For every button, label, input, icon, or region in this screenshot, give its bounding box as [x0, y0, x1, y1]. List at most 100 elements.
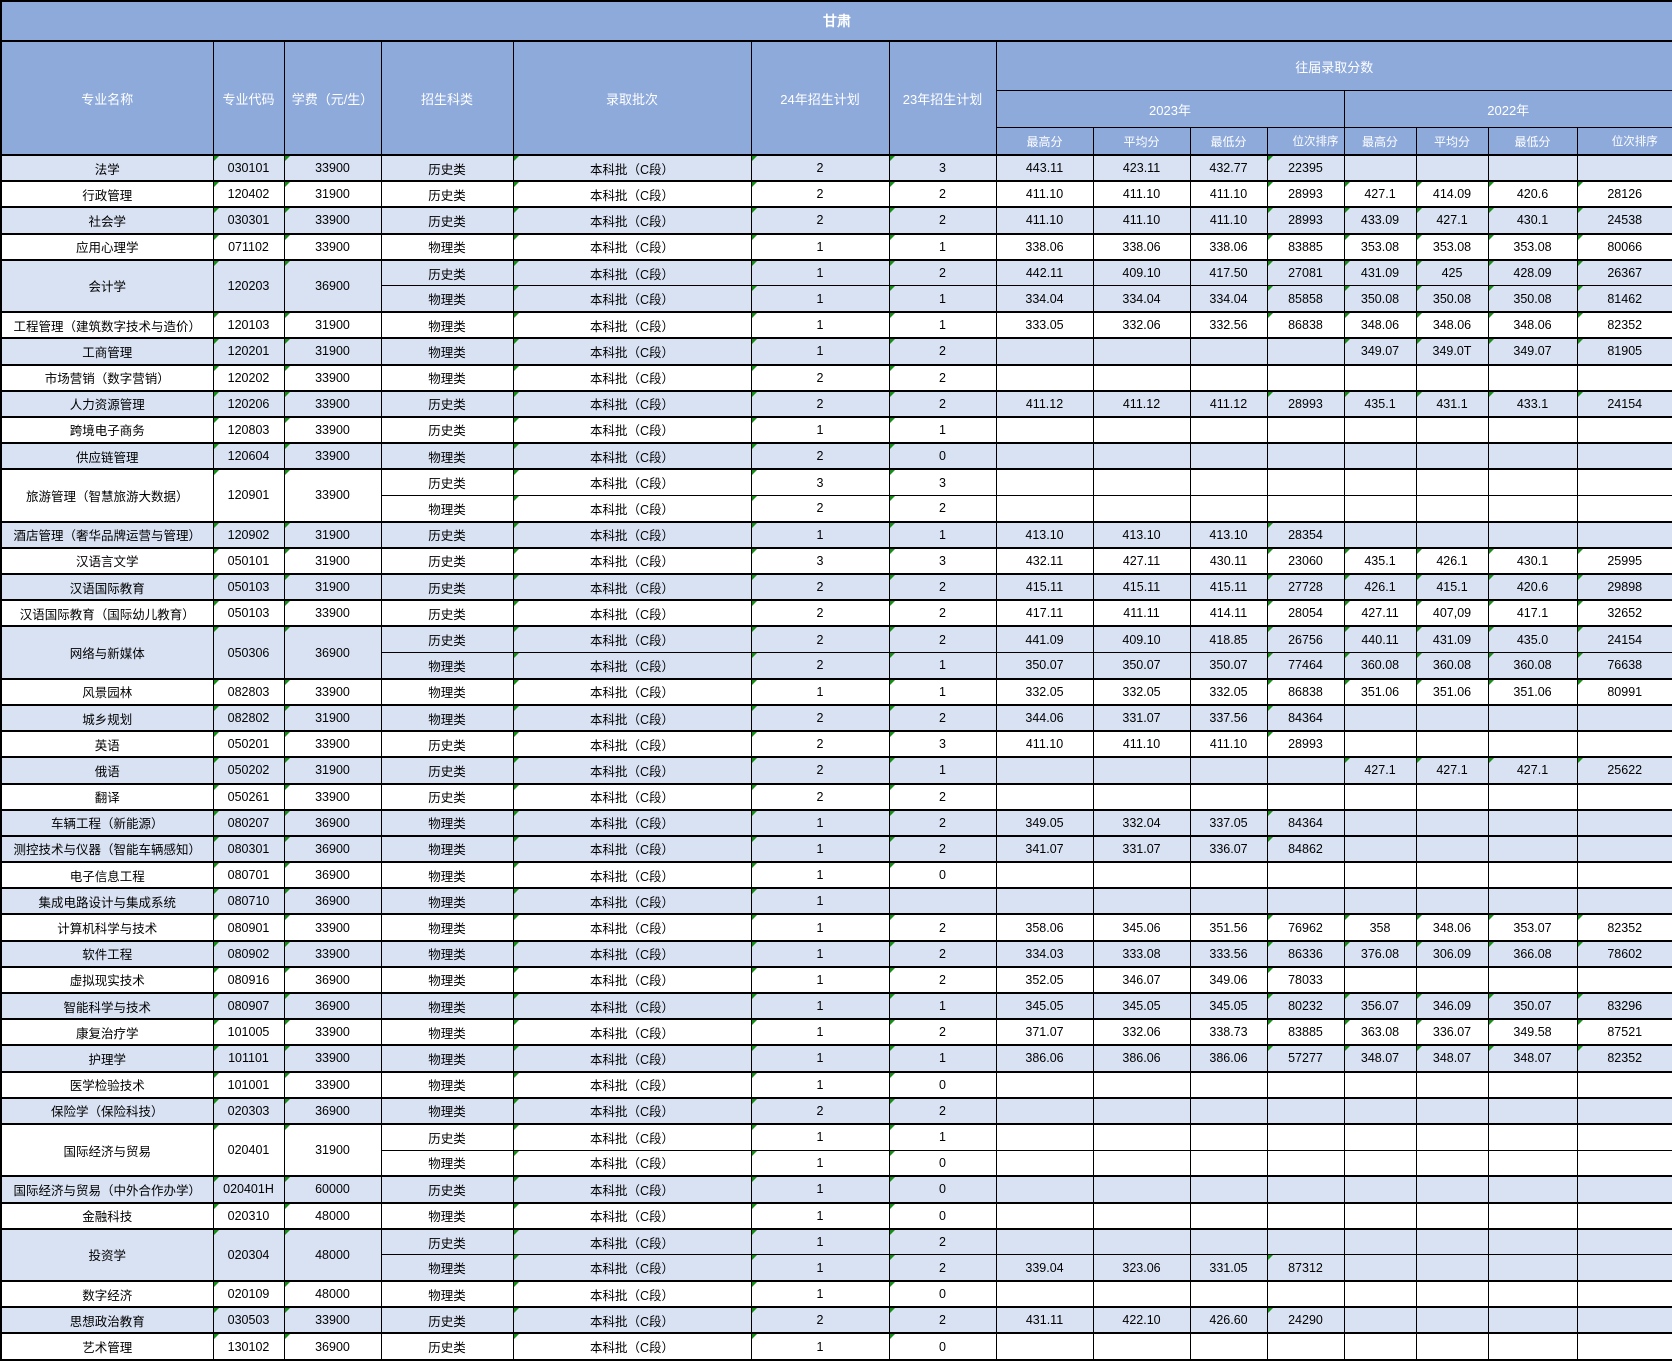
cell-2023-max: 411.10: [995, 730, 1094, 758]
cell-2022-min: 353.07: [1487, 913, 1578, 942]
cell-major-name: 虚拟现实技术: [0, 965, 214, 994]
cell-category: 物理类: [380, 1096, 514, 1125]
cell-batch: 本科批（C段）: [512, 258, 752, 287]
cell-category: 物理类: [380, 808, 514, 837]
cell-2023-min: 411.10: [1189, 730, 1268, 758]
cell-major-name: 医学检验技术: [0, 1070, 214, 1099]
cell-2022-max: 349.07: [1343, 337, 1417, 366]
cell-batch: 本科批（C段）: [512, 1201, 752, 1230]
cell-2023-avg: 334.04: [1092, 285, 1191, 313]
cell-plan-23: 2: [888, 206, 997, 235]
cell-category: 历史类: [380, 1227, 514, 1256]
cell-plan-24: 2: [750, 782, 890, 811]
cell-2023-min: 414.11: [1189, 599, 1268, 627]
cell-2022-rank: [1576, 1254, 1672, 1282]
cell-2022-rank: [1576, 520, 1672, 549]
cell-tuition: 31900: [283, 520, 382, 549]
cell-2023-min: 336.07: [1189, 834, 1268, 863]
cell-category: 物理类: [380, 991, 514, 1020]
cell-2022-min: 417.1: [1487, 599, 1578, 627]
cell-2022-avg: 348.06: [1415, 913, 1489, 942]
cell-2022-min: [1487, 1227, 1578, 1256]
cell-plan-23: 2: [888, 572, 997, 601]
cell-major-code: 080710: [212, 887, 285, 915]
cell-major-code: 082803: [212, 677, 285, 706]
cell-major-code: 120803: [212, 415, 285, 444]
cell-major-name: 金融科技: [0, 1201, 214, 1230]
cell-2023-max: [995, 1227, 1094, 1256]
cell-2022-rank: 83296: [1576, 991, 1672, 1020]
cell-2022-rank: 24538: [1576, 206, 1672, 235]
cell-category: 物理类: [380, 1070, 514, 1099]
cell-category: 物理类: [380, 703, 514, 732]
cell-2023-rank: 28054: [1266, 599, 1345, 627]
cell-plan-24: 2: [750, 756, 890, 785]
header-row-3: 最高分 平均分 最低分 位次排序 最高分 平均分 最低分 位次排序: [1, 127, 1672, 156]
cell-2022-avg: [1415, 1280, 1489, 1308]
cell-plan-23: 3: [888, 546, 997, 575]
cell-2023-min: 337.56: [1189, 703, 1268, 732]
cell-2022-avg: 306.09: [1415, 939, 1489, 968]
cell-2022-max: [1343, 730, 1417, 758]
cell-category: 历史类: [380, 1175, 514, 1204]
cell-2023-rank: [1266, 415, 1345, 444]
cell-2023-rank: 76962: [1266, 913, 1345, 942]
cell-2023-rank: 78033: [1266, 965, 1345, 994]
cell-plan-23: 0: [888, 1332, 997, 1361]
cell-2023-min: [1189, 756, 1268, 785]
cell-2022-avg: [1415, 782, 1489, 811]
cell-batch: 本科批（C段）: [512, 1254, 752, 1282]
cell-plan-23: 1: [888, 677, 997, 706]
cell-2023-max: 345.05: [995, 991, 1094, 1020]
cell-2023-min: 386.06: [1189, 1044, 1268, 1073]
cell-tuition: 31900: [283, 1122, 382, 1177]
table-row: 汉语国际教育（国际幼儿教育） 050103 33900 历史类 本科批（C段） 2 2 417…: [0, 599, 1672, 627]
cell-2023-avg: 386.06: [1092, 1044, 1191, 1073]
cell-2023-rank: 24290: [1266, 1306, 1345, 1334]
cell-2022-avg: [1415, 1227, 1489, 1256]
table-row: 英语 050201 33900 历史类 本科批（C段） 2 3 411.10 411.10 411…: [0, 730, 1672, 758]
cell-2022-min: 433.1: [1487, 389, 1578, 418]
cell-tuition: 36900: [283, 887, 382, 915]
cell-plan-23: 1: [888, 520, 997, 549]
cell-2023-rank: [1266, 756, 1345, 785]
cell-2022-max: 435.1: [1343, 546, 1417, 575]
cell-tuition: 31900: [283, 546, 382, 575]
cell-2023-min: 338.73: [1189, 1018, 1268, 1046]
cell-batch: 本科批（C段）: [512, 782, 752, 811]
cell-2022-max: [1343, 1122, 1417, 1151]
cell-plan-23: 1: [888, 311, 997, 339]
cell-2022-avg: [1415, 520, 1489, 549]
cell-major-name: 工程管理（建筑数字技术与造价）: [0, 311, 214, 339]
cell-2023-min: [1189, 1149, 1268, 1177]
cell-2023-min: 334.04: [1189, 285, 1268, 313]
table-row: 物理类 本科批（C段） 2 2: [1, 494, 1672, 523]
cell-2023-min: [1189, 442, 1268, 470]
cell-2022-max: [1343, 1070, 1417, 1099]
cell-2022-avg: [1415, 730, 1489, 758]
cell-2023-rank: 84364: [1266, 703, 1345, 732]
cell-major-code: 020401H: [212, 1175, 285, 1204]
cell-2023-max: 358.06: [995, 913, 1094, 942]
cell-2023-avg: [1092, 1122, 1191, 1151]
table-row: 应用心理学 071102 33900 物理类 本科批（C段） 1 1 338.06 338.06…: [0, 232, 1672, 261]
cell-major-name: 英语: [0, 730, 214, 758]
table-row: 智能科学与技术 080907 36900 物理类 本科批（C段） 1 1 345.05 345.…: [0, 991, 1672, 1020]
cell-batch: 本科批（C段）: [512, 703, 752, 732]
cell-2023-rank: 28993: [1266, 206, 1345, 235]
cell-tuition: 33900: [283, 913, 382, 942]
cell-batch: 本科批（C段）: [512, 939, 752, 968]
cell-category: 历史类: [380, 756, 514, 785]
cell-2022-max: 363.08: [1343, 1018, 1417, 1046]
cell-plan-23: 2: [888, 389, 997, 418]
cell-2022-avg: [1415, 834, 1489, 863]
cell-category: 历史类: [380, 206, 514, 235]
cell-2022-avg: 431.1: [1415, 389, 1489, 418]
cell-2022-min: [1487, 1122, 1578, 1151]
cell-2022-min: 435.0: [1487, 625, 1578, 654]
cell-2022-max: [1343, 1175, 1417, 1204]
table-row: 软件工程 080902 33900 物理类 本科批（C段） 1 2 334.03 333.08 3…: [0, 939, 1672, 968]
cell-batch: 本科批（C段）: [512, 546, 752, 575]
cell-2022-max: [1343, 1306, 1417, 1334]
cell-2022-rank: [1576, 1149, 1672, 1177]
